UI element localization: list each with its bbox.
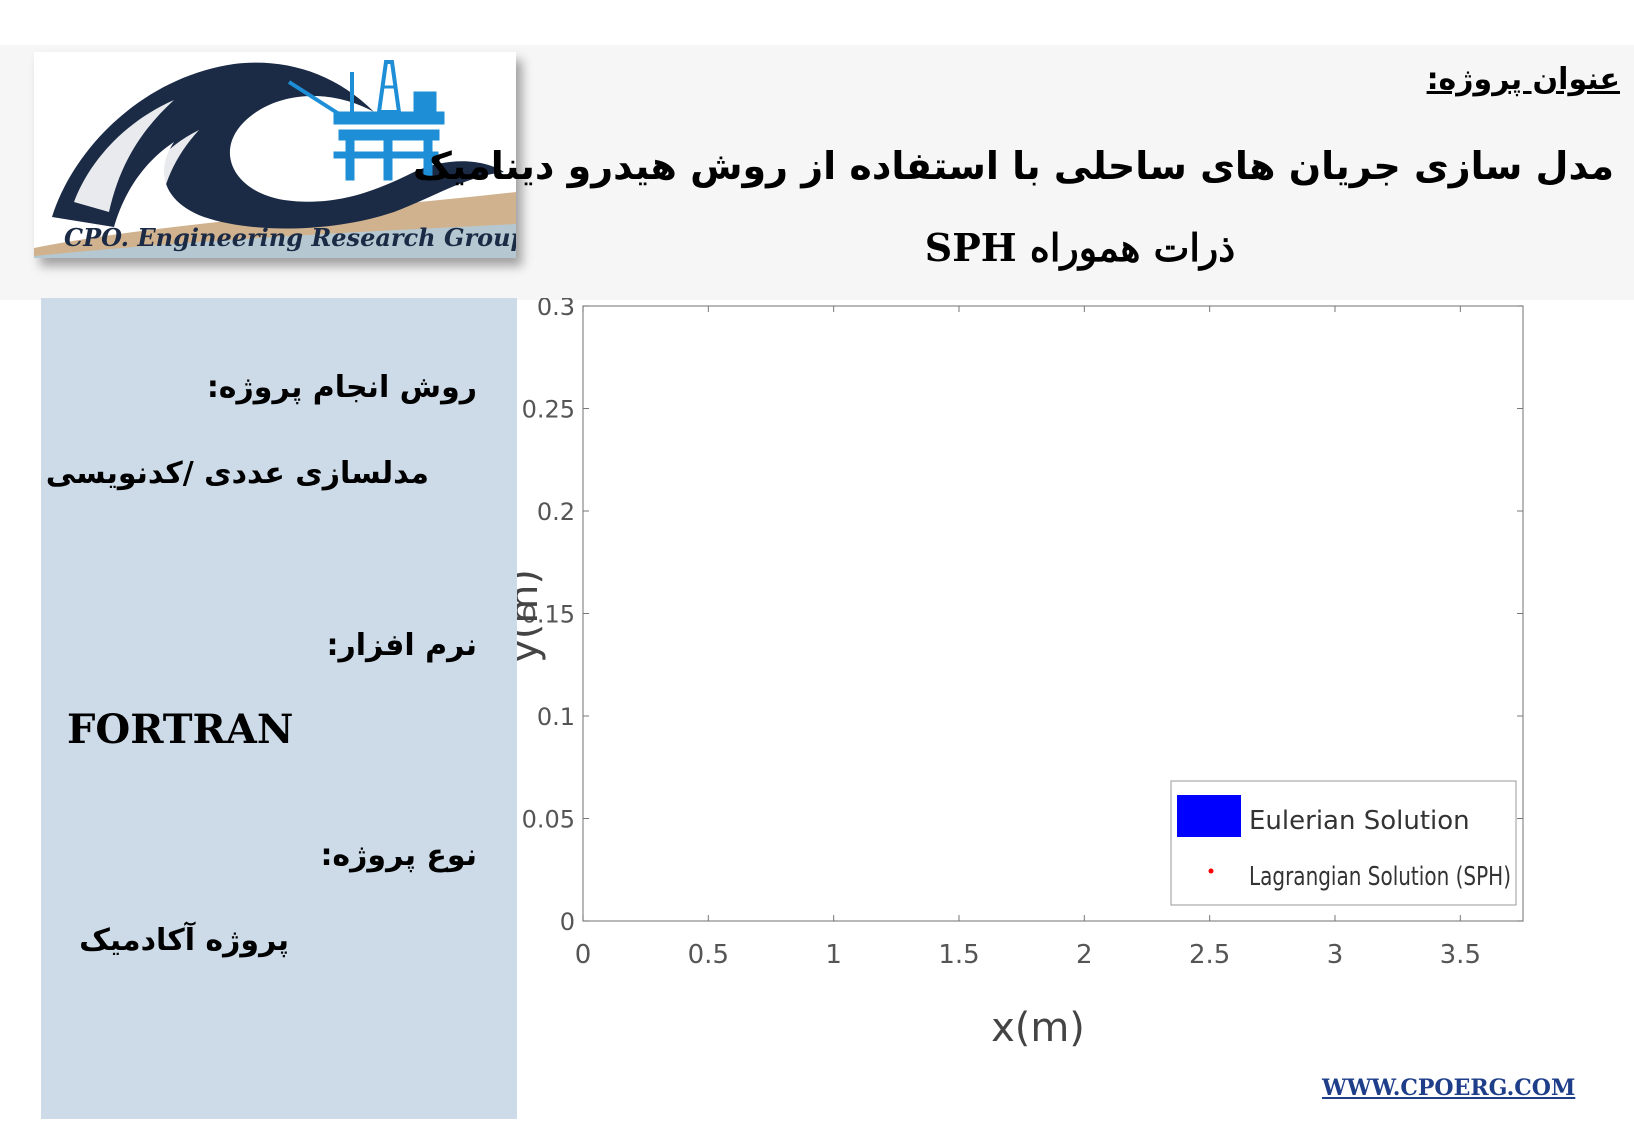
y-tick-label: 0.3 <box>537 298 575 321</box>
x-tick-label: 3.5 <box>1440 940 1481 970</box>
x-tick-label: 1 <box>825 940 842 970</box>
x-tick-label: 0.5 <box>688 940 729 970</box>
legend-eulerian-swatch <box>1177 795 1241 837</box>
y-tick-label: 0.2 <box>537 498 575 526</box>
project-title-line-1: مدل سازی جریان های ساحلی با استفاده از ر… <box>412 144 1614 188</box>
x-tick-label: 1.5 <box>938 940 979 970</box>
x-tick-label: 2.5 <box>1189 940 1230 970</box>
wave-simulation-chart: 0 0.5 1 1.5 2 2.5 3 3.5 0 0.05 0.1 0.15 0.2 0.25 0.3 x(… <box>517 298 1524 1051</box>
y-tick-label: 0.15 <box>522 601 575 629</box>
y-tick-label: 0.05 <box>522 806 575 834</box>
software-label: نرم افزار: <box>326 628 478 663</box>
method-label: روش انجام پروژه: <box>206 370 477 405</box>
x-tick-label: 2 <box>1076 940 1093 970</box>
legend-lagrangian-swatch <box>1208 868 1214 874</box>
x-axis-label: x(m) <box>991 1005 1085 1051</box>
wave-and-offshore-platform-logo-icon <box>34 60 516 258</box>
project-title-line-2: ذرات هموراه SPH <box>924 225 1236 270</box>
project-type-value: پروژه آکادمیک <box>79 923 289 958</box>
project-info-panel: روش انجام پروژه: مدلسازی عددی /کدنویسی ن… <box>41 298 517 1119</box>
x-tick-label: 3 <box>1327 940 1344 970</box>
y-axis-label: y(m) <box>517 569 547 663</box>
y-tick-label: 0 <box>560 908 575 936</box>
project-title-label: عنوان پروژه: <box>1426 62 1620 97</box>
project-type-label: نوع پروژه: <box>320 838 477 873</box>
logo: CPO. Engineering Research Group <box>34 52 516 258</box>
org-name: CPO. Engineering Research Group <box>64 223 516 252</box>
y-tick-label: 0.1 <box>537 703 575 731</box>
y-tick-label: 0.25 <box>522 396 575 424</box>
method-value: مدلسازی عددی /کدنویسی <box>45 456 429 491</box>
legend-lagrangian-label: Lagrangian Solution (SPH) <box>1249 862 1511 892</box>
x-tick-label: 0 <box>575 940 592 970</box>
website-link[interactable]: WWW.CPOERG.COM <box>1322 1075 1576 1101</box>
legend-eulerian-label: Eulerian Solution <box>1249 806 1470 836</box>
software-value: FORTRAN <box>67 706 294 753</box>
